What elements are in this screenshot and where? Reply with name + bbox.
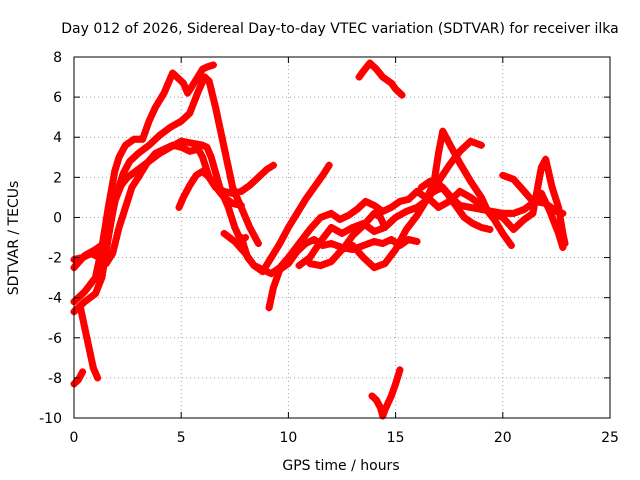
series-track-1 — [70, 137, 250, 316]
series-track-6 — [76, 304, 102, 382]
series-track-13 — [340, 209, 389, 252]
series-track-7 — [175, 167, 245, 211]
y-tick-label: -8 — [48, 371, 62, 387]
y-tick-label: -2 — [48, 251, 62, 267]
x-axis-label: GPS time / hours — [282, 458, 399, 474]
x-tick-label: 15 — [387, 430, 405, 446]
series-track-14 — [355, 59, 406, 99]
y-tick-label: 4 — [53, 130, 62, 146]
series-plus-markers — [175, 167, 245, 211]
chart-title: Day 012 of 2026, Sidereal Day-to-day VTE… — [61, 21, 618, 37]
series-track-17 — [424, 155, 569, 248]
y-axis-label: SDTVAR / TECUs — [6, 181, 22, 296]
y-tick-label: 2 — [53, 170, 62, 186]
series-track-18 — [499, 171, 567, 252]
axis-ticks: 0 5 10 15 20 25 -10 -8 -6 -4 -2 0 2 4 6 8 — [39, 50, 619, 446]
series-plus-markers — [368, 366, 404, 420]
plot-frame — [73, 56, 611, 419]
x-tick-label: 25 — [601, 430, 619, 446]
x-tick-label: 0 — [70, 430, 79, 446]
y-tick-label: -10 — [39, 411, 62, 427]
y-tick-label: -4 — [48, 291, 62, 307]
series-plus-markers — [499, 171, 567, 252]
series-track-15 — [368, 366, 404, 420]
y-tick-label: -6 — [48, 331, 62, 347]
y-tick-label: 0 — [53, 210, 62, 226]
series-plus-markers — [355, 59, 406, 99]
series-plus-markers — [70, 137, 250, 316]
x-tick-label: 20 — [494, 430, 512, 446]
series-plus-markers — [424, 155, 569, 248]
series-plus-markers — [220, 161, 333, 276]
series-plus-markers — [340, 209, 389, 252]
series-plus-markers — [76, 304, 102, 382]
x-tick-label: 5 — [177, 430, 186, 446]
y-tick-label: 8 — [53, 50, 62, 66]
y-tick-label: 6 — [53, 90, 62, 106]
data-series — [70, 59, 569, 420]
x-tick-label: 10 — [279, 430, 297, 446]
series-track-9 — [220, 161, 333, 276]
